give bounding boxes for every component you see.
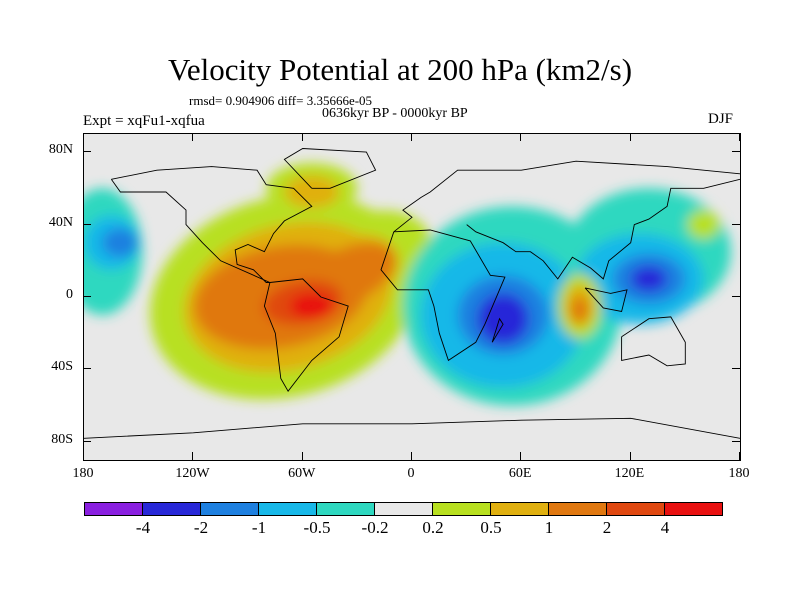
axis-tick xyxy=(301,452,303,460)
axis-tick xyxy=(520,452,522,460)
axis-tick xyxy=(192,133,194,141)
colorbar-label: 1 xyxy=(544,518,554,537)
axis-tick xyxy=(83,133,84,141)
axis-tick xyxy=(739,133,740,141)
colorbar-label: 4 xyxy=(660,518,670,537)
x-tick-label: 60E xyxy=(508,466,532,481)
season-label: DJF xyxy=(708,111,734,127)
coastline xyxy=(84,417,740,439)
axis-tick xyxy=(732,296,740,297)
colorbar-box xyxy=(606,502,665,516)
contour-region xyxy=(289,293,334,319)
y-tick-label: 40S xyxy=(51,359,73,375)
axis-tick xyxy=(520,133,522,141)
coastline xyxy=(393,160,740,233)
colorbar-box xyxy=(84,502,143,516)
coastline xyxy=(110,166,313,283)
contour-region xyxy=(102,228,139,258)
contour-region xyxy=(630,266,668,292)
colorbar-box xyxy=(490,502,549,516)
stats-label: rmsd= 0.904906 diff= 3.35666e-05 xyxy=(189,93,373,108)
axis-tick xyxy=(83,151,91,153)
axis-tick xyxy=(83,368,91,370)
axis-tick xyxy=(732,440,740,442)
colorbar-box xyxy=(258,502,317,516)
y-tick-label: 80N xyxy=(48,142,73,158)
colorbar xyxy=(84,502,723,516)
coastline xyxy=(263,278,349,393)
period-label: 0636kyr BP - 0000kyr BP xyxy=(322,106,468,121)
colorbar-label: -1 xyxy=(251,518,267,537)
axis-tick xyxy=(411,133,412,141)
colorbar-box xyxy=(548,502,607,516)
colorbar-box xyxy=(432,502,491,516)
coastline xyxy=(283,148,377,189)
colorbar-box xyxy=(316,502,375,516)
contour-region xyxy=(477,293,529,345)
colorbar-label: -4 xyxy=(135,518,151,537)
axis-tick xyxy=(629,452,631,460)
colorbar-label: 0.2 xyxy=(422,518,444,537)
colorbar-label: -0.2 xyxy=(361,518,389,537)
contour-region xyxy=(687,210,720,240)
map-plot-area xyxy=(83,133,741,461)
axis-tick xyxy=(732,368,740,370)
coastline xyxy=(584,287,628,313)
colorbar-label: -2 xyxy=(193,518,209,537)
axis-tick xyxy=(411,452,412,460)
y-tick-label: 40N xyxy=(48,214,73,230)
x-tick-label: 60W xyxy=(288,466,316,481)
velocity-potential-field xyxy=(84,148,740,439)
colorbar-label: 0.5 xyxy=(480,518,502,537)
coastline xyxy=(491,317,504,343)
axis-tick xyxy=(732,223,740,225)
colorbar-box xyxy=(200,502,259,516)
axis-tick xyxy=(83,296,91,297)
colorbar-box xyxy=(664,502,723,516)
coastline xyxy=(466,178,740,280)
axis-tick xyxy=(732,151,740,153)
x-tick-label: 180 xyxy=(72,466,94,481)
axis-tick xyxy=(629,133,631,141)
x-tick-label: 120E xyxy=(614,466,645,481)
colorbar-box xyxy=(142,502,201,516)
colorbar-box xyxy=(374,502,433,516)
axis-tick xyxy=(83,452,84,460)
colorbar-label: -0.5 xyxy=(303,518,331,537)
axis-tick xyxy=(83,440,91,442)
axis-tick xyxy=(192,452,194,460)
contour-region xyxy=(570,297,589,323)
axis-tick xyxy=(83,223,91,225)
x-tick-label: 0 xyxy=(407,466,415,481)
x-tick-label: 180 xyxy=(728,466,750,481)
contour-region xyxy=(284,175,340,209)
chart-title: Velocity Potential at 200 hPa (km2/s) xyxy=(167,52,633,87)
y-tick-label: 0 xyxy=(66,287,73,302)
x-tick-label: 120W xyxy=(175,466,210,481)
coastline xyxy=(380,229,506,362)
coastline xyxy=(621,316,686,367)
colorbar-label: 2 xyxy=(602,518,612,537)
axis-tick xyxy=(301,133,303,141)
y-tick-label: 80S xyxy=(51,431,73,447)
experiment-label: Expt = xqFu1-xqfua xyxy=(83,113,205,129)
axis-tick xyxy=(739,452,740,460)
